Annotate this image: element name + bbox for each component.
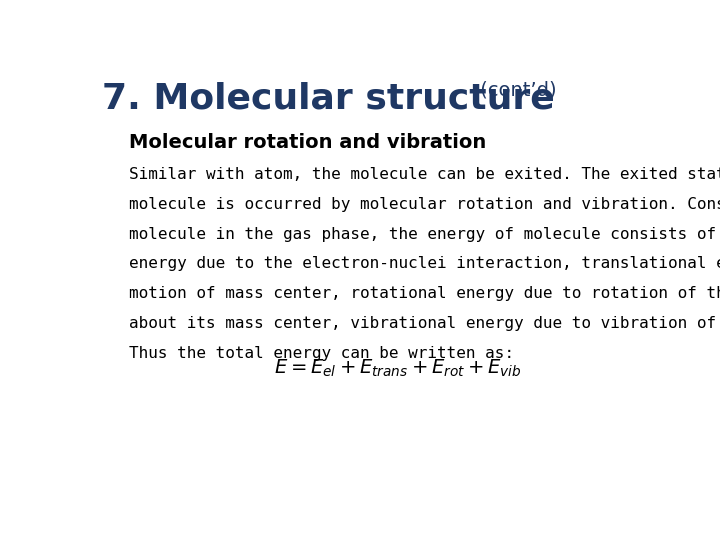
Text: molecule is occurred by molecular rotation and vibration. Consider a: molecule is occurred by molecular rotati…: [129, 197, 720, 212]
Text: $E = E_{el} + E_{trans} + E_{rot} + E_{vib}$: $E = E_{el} + E_{trans} + E_{rot} + E_{v…: [274, 358, 521, 379]
Text: Similar with atom, the molecule can be exited. The exited state of: Similar with atom, the molecule can be e…: [129, 167, 720, 181]
Text: motion of mass center, rotational energy due to rotation of the molecule: motion of mass center, rotational energy…: [129, 286, 720, 301]
Text: (cont’d): (cont’d): [474, 80, 557, 99]
Text: energy due to the electron-nuclei interaction, translational energy due to: energy due to the electron-nuclei intera…: [129, 256, 720, 272]
Text: about its mass center, vibrational energy due to vibration of the atoms.: about its mass center, vibrational energ…: [129, 316, 720, 332]
Text: 7. Molecular structure: 7. Molecular structure: [102, 82, 555, 116]
Text: Thus the total energy can be written as:: Thus the total energy can be written as:: [129, 346, 514, 361]
Text: molecule in the gas phase, the energy of molecule consists of electronic: molecule in the gas phase, the energy of…: [129, 227, 720, 241]
Text: Molecular rotation and vibration: Molecular rotation and vibration: [129, 133, 486, 152]
